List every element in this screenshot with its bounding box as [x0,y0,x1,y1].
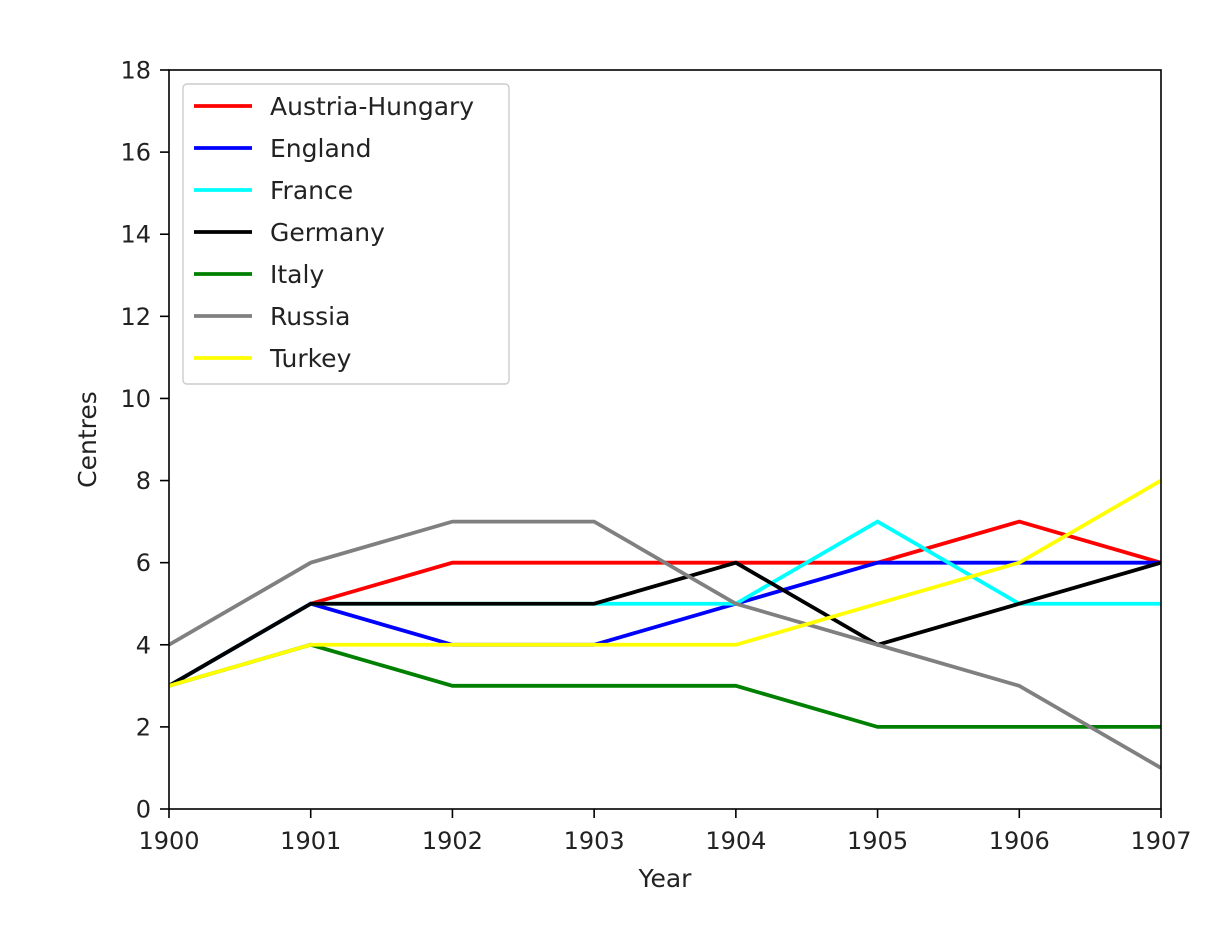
legend-label-england: England [270,134,372,163]
legend-label-germany: Germany [270,218,385,247]
legend-label-italy: Italy [270,260,324,289]
x-tick-label: 1905 [847,827,908,855]
y-tick-label: 18 [120,57,151,85]
legend-label-turkey: Turkey [269,344,352,373]
series-line-russia [169,519,1161,770]
y-tick-label: 4 [136,631,151,659]
legend-box [182,83,510,385]
x-tick-label: 1900 [138,827,199,855]
legend: Austria-Hungary England France Germany Italy… [182,83,510,385]
y-tick-label: 14 [120,221,151,249]
legend-label-austria-hungary: Austria-Hungary [270,92,474,121]
legend-label-russia: Russia [270,302,350,331]
series-line-turkey [169,478,1161,688]
y-tick-label: 2 [136,713,151,741]
y-tick-label: 12 [120,303,151,331]
x-axis-label: Year [638,864,693,893]
x-tick-label: 1901 [280,827,341,855]
y-tick-label: 16 [120,139,151,167]
x-tick-label: 1902 [422,827,483,855]
x-tick-label: 1907 [1130,827,1191,855]
legend-label-france: France [270,176,353,205]
series-line-germany [169,560,1161,688]
y-tick-label: 0 [136,796,151,824]
x-tick-label: 1906 [989,827,1050,855]
y-axis-label: Centres [73,391,102,488]
series-line-england [169,560,1161,688]
plot-frame [168,69,1162,810]
x-tick-label: 1903 [564,827,625,855]
series-line-italy [169,642,1161,729]
y-axis: 0 2 4 6 8 10 12 14 16 18 [120,57,169,824]
series-layer [169,478,1161,770]
x-axis: 1900 1901 1902 1903 1904 1905 1906 1907 [138,809,1192,855]
y-tick-label: 6 [136,549,151,577]
y-tick-label: 8 [136,467,151,495]
y-tick-label: 10 [120,385,151,413]
x-tick-label: 1904 [705,827,766,855]
